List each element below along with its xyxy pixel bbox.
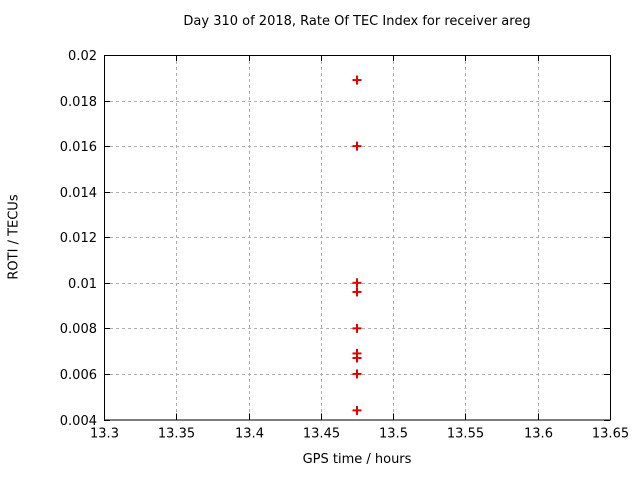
x-tick-label: 13.5: [379, 427, 408, 442]
y-tick-label: 0.012: [60, 231, 97, 246]
y-tick-label: 0.01: [68, 277, 97, 292]
y-tick-label: 0.008: [60, 322, 97, 337]
x-tick-label: 13.65: [592, 427, 629, 442]
x-tick-label: 13.3: [90, 427, 119, 442]
y-tick-label: 0.018: [60, 95, 97, 110]
x-tick-label: 13.4: [235, 427, 264, 442]
chart-title: Day 310 of 2018, Rate Of TEC Index for r…: [183, 14, 531, 29]
y-tick-label: 0.016: [60, 140, 97, 155]
x-tick-label: 13.45: [303, 427, 340, 442]
x-tick-label: 13.6: [524, 427, 553, 442]
y-tick-label: 0.014: [60, 186, 97, 201]
y-tick-label: 0.006: [60, 368, 97, 383]
x-tick-label: 13.55: [447, 427, 484, 442]
x-tick-label: 13.35: [158, 427, 195, 442]
x-axis-label: GPS time / hours: [302, 452, 412, 467]
y-tick-label: 0.02: [68, 49, 97, 64]
y-tick-label: 0.004: [60, 414, 97, 429]
